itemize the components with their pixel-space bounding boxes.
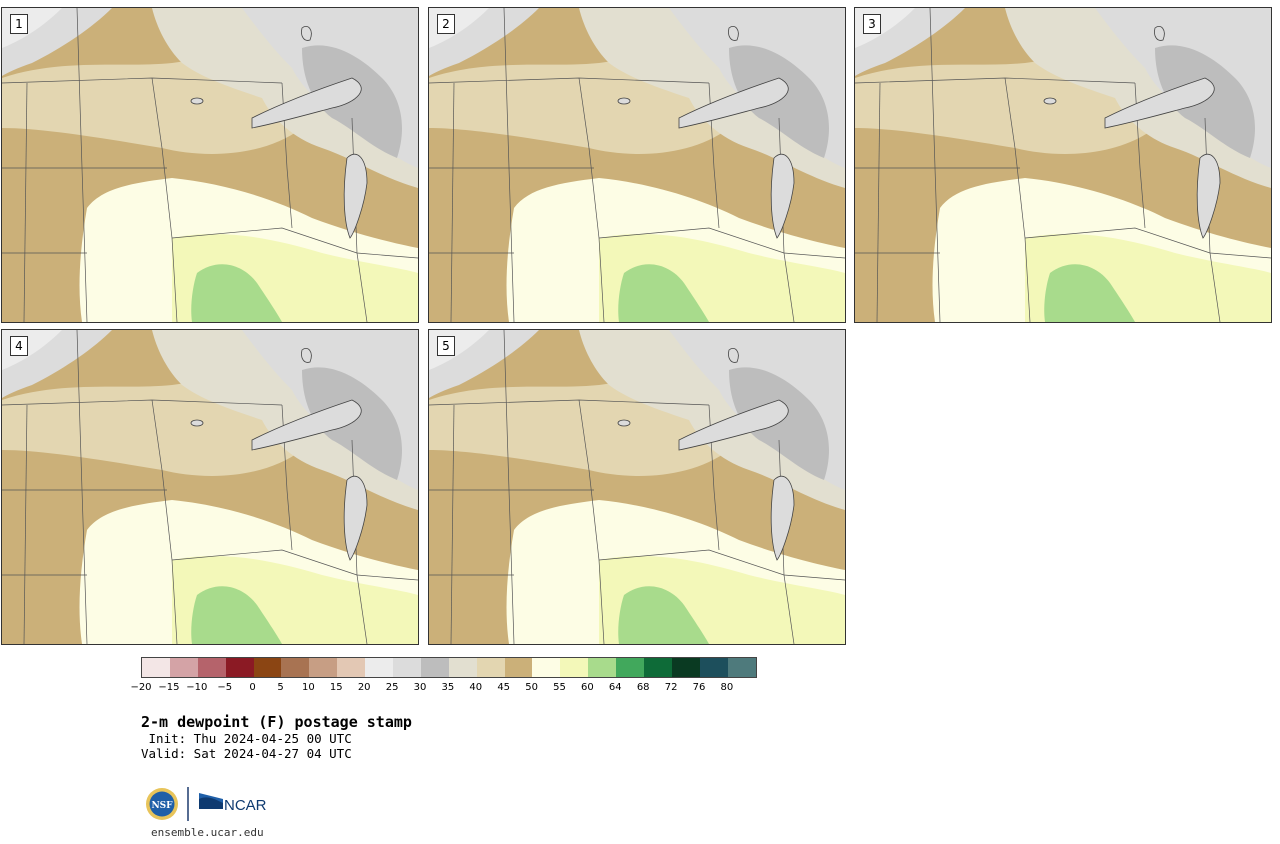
colorbar-tick-label: 76 — [692, 682, 706, 693]
colorbar-tick-label: 55 — [553, 682, 566, 693]
colorbar-tick-label: 80 — [720, 682, 734, 693]
colorbar-swatch — [644, 658, 672, 677]
colorbar-swatch — [560, 658, 589, 677]
svg-text:NSF: NSF — [151, 801, 173, 811]
colorbar-tick-label: −15 — [158, 682, 180, 693]
colorbar-swatch — [393, 658, 421, 677]
colorbar-tick-label: 50 — [525, 682, 538, 693]
colorbar-ticks: −20 −15 −10 −5 0 5 10 15 20 25 30 35 40 45 50 55 60 64 68 7… — [130, 682, 761, 696]
colorbar-tick-label: −10 — [186, 682, 208, 693]
colorbar-swatch — [337, 658, 366, 677]
colorbar-tick-label: 0 — [249, 682, 256, 693]
site-url: ensemble.ucar.edu — [151, 826, 264, 839]
valid-time: Valid: Sat 2024-04-27 04 UTC — [141, 746, 352, 761]
colorbar-tick-label: 72 — [664, 682, 678, 693]
map-panel-5: 5 — [428, 329, 846, 645]
svg-text:NCAR: NCAR — [224, 797, 267, 814]
colorbar-swatch — [588, 658, 617, 677]
ncar-logo: NCAR — [199, 793, 267, 814]
colorbar-swatch — [420, 658, 449, 677]
colorbar-swatch — [448, 658, 477, 677]
colorbar-swatch — [504, 658, 533, 677]
colorbar-swatch — [169, 658, 198, 677]
colorbar-tick-label: 35 — [441, 682, 455, 693]
colorbar-swatch — [699, 658, 728, 677]
panel-number: 5 — [437, 336, 455, 356]
panel-number: 4 — [10, 336, 28, 356]
nsf-logo: NSF — [146, 788, 178, 820]
colorbar-tick-label: 40 — [469, 682, 483, 693]
map-panel-2: 2 — [428, 7, 846, 323]
init-time: Init: Thu 2024-04-25 00 UTC — [141, 731, 352, 746]
plot-title: 2-m dewpoint (F) postage stamp — [141, 713, 412, 731]
colorbar-tick-label: 25 — [385, 682, 399, 693]
colorbar-tick-label: −20 — [130, 682, 152, 693]
colorbar-tick-label: −5 — [217, 682, 233, 693]
colorbar-tick-label: 30 — [413, 682, 427, 693]
colorbar-swatch — [142, 658, 170, 677]
colorbar — [141, 657, 757, 678]
panel-number: 3 — [863, 14, 881, 34]
colorbar-swatch — [616, 658, 645, 677]
map-panel-1: 1 — [1, 7, 419, 323]
colorbar-swatch — [727, 658, 756, 677]
colorbar-swatch — [476, 658, 505, 677]
colorbar-swatch — [197, 658, 226, 677]
colorbar-swatch — [309, 658, 338, 677]
colorbar-tick-label: 20 — [357, 682, 371, 693]
nsf-ncar-logos: NSF NCAR — [146, 787, 267, 821]
colorbar-tick-label: 10 — [302, 682, 315, 693]
dewpoint-map — [429, 8, 845, 322]
colorbar-tick-label: 45 — [497, 682, 511, 693]
colorbar-tick-label: 64 — [608, 682, 622, 693]
dewpoint-map — [2, 330, 418, 644]
panel-number: 2 — [437, 14, 455, 34]
colorbar-swatch — [225, 658, 254, 677]
colorbar-tick-label: 5 — [277, 682, 284, 693]
dewpoint-map — [2, 8, 418, 322]
colorbar-tick-label: 60 — [581, 682, 594, 693]
map-panel-3: 3 — [854, 7, 1272, 323]
map-panel-4: 4 — [1, 329, 419, 645]
colorbar-swatch — [253, 658, 282, 677]
colorbar-tick-label: 15 — [329, 682, 343, 693]
colorbar-swatch — [671, 658, 700, 677]
colorbar-swatch — [365, 658, 394, 677]
colorbar-swatch — [532, 658, 561, 677]
dewpoint-map — [855, 8, 1271, 322]
colorbar-swatch — [281, 658, 310, 677]
colorbar-tick-label: 68 — [636, 682, 650, 693]
panel-number: 1 — [10, 14, 28, 34]
dewpoint-map — [429, 330, 845, 644]
